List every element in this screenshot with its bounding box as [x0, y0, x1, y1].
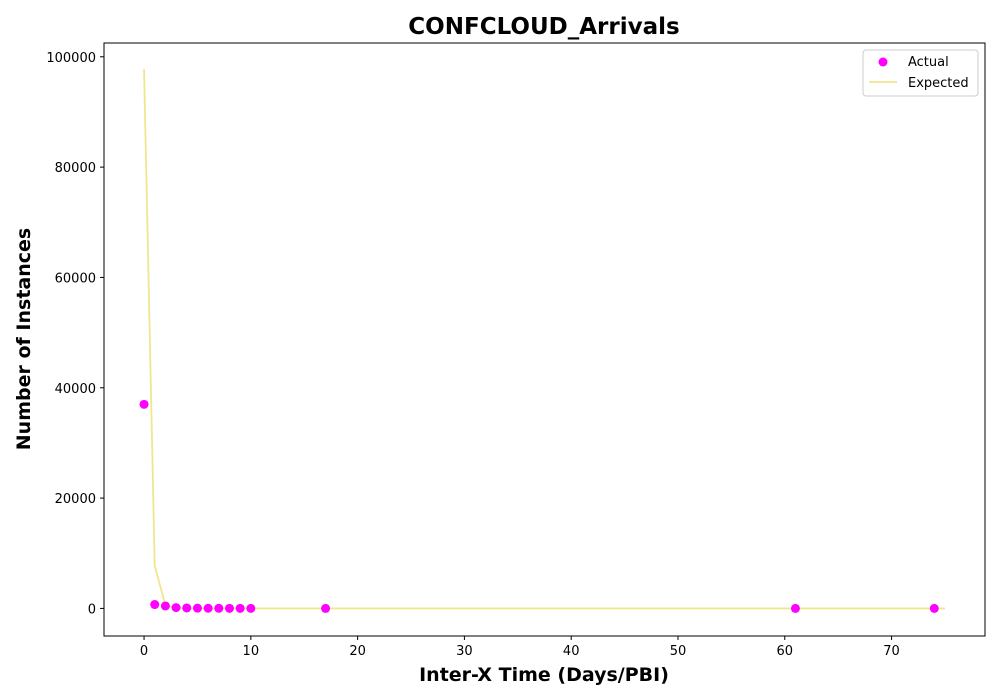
legend: Actual Expected — [862, 49, 979, 97]
plot-area — [103, 42, 986, 637]
y-axis-label: Number of Instances — [13, 228, 35, 450]
x-tick-label: 50 — [670, 644, 687, 659]
x-tick-label: 20 — [349, 644, 366, 659]
y-axis-ticks: 0 20000 40000 60000 80000 100000 — [46, 51, 104, 617]
series-point-actual — [139, 399, 149, 409]
series-point-actual — [321, 603, 331, 613]
series-point-actual — [246, 603, 256, 613]
series-point-actual — [182, 603, 192, 613]
x-tick-label: 60 — [776, 644, 793, 659]
series-point-actual — [790, 603, 800, 613]
x-axis-ticks: 0 10 20 30 40 50 60 70 — [140, 636, 900, 659]
series-point-actual — [235, 603, 245, 613]
y-tick-label: 100000 — [46, 51, 96, 66]
legend-actual-label: Actual — [908, 55, 949, 70]
series-point-actual — [203, 603, 213, 613]
series-point-actual — [224, 603, 234, 613]
x-tick-label: 70 — [883, 644, 900, 659]
x-axis-label: Inter-X Time (Days/PBI) — [419, 664, 669, 686]
x-tick-label: 40 — [563, 644, 580, 659]
x-tick-label: 0 — [140, 644, 148, 659]
legend-box — [862, 49, 979, 97]
y-tick-label: 20000 — [55, 492, 96, 507]
plot-frame — [103, 42, 986, 637]
series-point-actual — [192, 603, 202, 613]
y-tick-label: 40000 — [55, 382, 96, 397]
series-point-actual — [160, 601, 170, 611]
legend-expected-label: Expected — [908, 76, 969, 91]
series-point-actual — [171, 603, 181, 613]
y-tick-label: 0 — [88, 602, 96, 617]
chart-title: CONFCLOUD_Arrivals — [408, 14, 679, 40]
legend-actual-marker — [878, 57, 888, 67]
series-layer — [139, 68, 945, 613]
series-point-actual — [929, 603, 939, 613]
y-tick-label: 60000 — [55, 271, 96, 286]
series-point-actual — [150, 600, 160, 610]
x-tick-label: 10 — [243, 644, 260, 659]
series-point-actual — [214, 603, 224, 613]
y-tick-label: 80000 — [55, 161, 96, 176]
x-tick-label: 30 — [456, 644, 473, 659]
